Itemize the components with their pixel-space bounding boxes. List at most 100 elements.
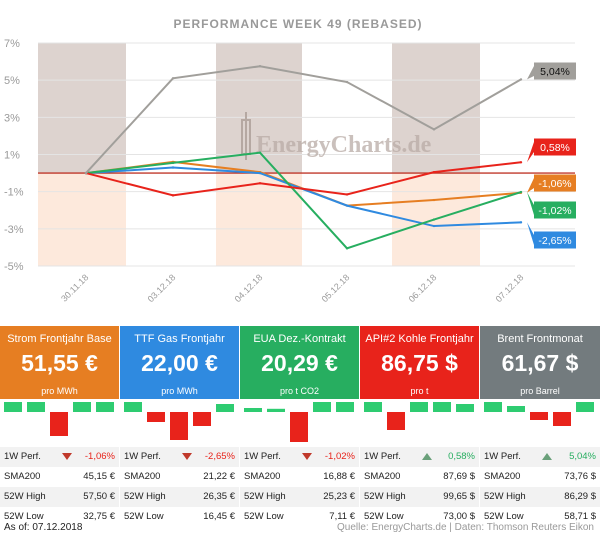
series-point-4-2 bbox=[258, 65, 262, 68]
stats-value: -1,06% bbox=[84, 451, 115, 462]
mini-bar bbox=[216, 404, 234, 412]
stats-label: SMA200 bbox=[4, 471, 41, 482]
stats-row: SMA200 73,76 $ bbox=[480, 467, 600, 487]
series-point-1-1 bbox=[171, 166, 175, 169]
mini-bar bbox=[387, 412, 405, 430]
price-tile: Strom Frontjahr Base 51,55 € pro MWh bbox=[0, 326, 119, 399]
end-label-box-1 bbox=[534, 231, 576, 249]
stats-label: 1W Perf. bbox=[124, 451, 161, 462]
series-point-4-5 bbox=[519, 78, 523, 81]
stats-row: 52W High 57,50 € bbox=[0, 487, 119, 507]
mini-bar bbox=[4, 402, 22, 412]
stats-value: 26,35 € bbox=[203, 491, 235, 502]
trend-up-icon bbox=[422, 453, 432, 460]
stats-row: 1W Perf. 0,58% bbox=[360, 447, 479, 467]
mini-bar bbox=[124, 402, 142, 412]
mini-bar-chart bbox=[124, 402, 234, 440]
tile-unit: pro Barrel bbox=[520, 386, 560, 396]
series-point-1-3 bbox=[345, 204, 349, 207]
stats-row: SMA200 21,22 € bbox=[120, 467, 239, 487]
mini-bar bbox=[530, 412, 548, 420]
mini-bar bbox=[433, 402, 451, 412]
stats-value: -1,02% bbox=[324, 451, 355, 462]
series-point-3-1 bbox=[171, 194, 175, 197]
end-label-1: -2,65% bbox=[538, 235, 571, 247]
price-tiles: Strom Frontjahr Base 51,55 € pro MWh TTF Ga… bbox=[0, 326, 600, 399]
mini-bar bbox=[193, 412, 211, 426]
tile-unit: pro MWh bbox=[161, 386, 198, 396]
end-label-0: -1,06% bbox=[538, 178, 571, 190]
y-tick-label: 5% bbox=[4, 75, 20, 87]
stats-label: 52W High bbox=[124, 491, 166, 502]
mini-bar bbox=[27, 402, 45, 412]
stats-value: 73,76 $ bbox=[564, 471, 596, 482]
mini-bar bbox=[147, 412, 165, 422]
tile-name: API#2 Kohle Frontjahr bbox=[365, 333, 474, 345]
stats-row: 52W High 26,35 € bbox=[120, 487, 239, 507]
end-label-pointer-0 bbox=[527, 178, 534, 193]
stats-row: 52W High 99,65 $ bbox=[360, 487, 479, 507]
mini-bar-chart bbox=[244, 402, 354, 442]
series-point-2-4 bbox=[432, 218, 436, 221]
x-tick-label: 05.12.18 bbox=[320, 272, 352, 304]
end-label-pointer-2 bbox=[527, 192, 534, 215]
mini-bar bbox=[456, 404, 474, 412]
end-label-box-0 bbox=[534, 174, 576, 192]
series-point-1-2 bbox=[258, 171, 262, 175]
mini-bar bbox=[410, 402, 428, 412]
end-label-4: 5,04% bbox=[540, 66, 570, 78]
stats-label: 52W High bbox=[364, 491, 406, 502]
stats-row: 52W High 25,23 € bbox=[240, 487, 359, 507]
tile-name: Strom Frontjahr Base bbox=[7, 333, 112, 345]
series-point-1-5 bbox=[519, 221, 523, 224]
stats-value: 45,15 € bbox=[83, 471, 115, 482]
stats-row: 1W Perf. -2,65% bbox=[120, 447, 239, 467]
band-lower-0 bbox=[38, 173, 126, 266]
stats-label: 1W Perf. bbox=[484, 451, 521, 462]
stats-label: 52W High bbox=[244, 491, 286, 502]
stats-value: 87,69 $ bbox=[443, 471, 475, 482]
stats-label: 52W Low bbox=[4, 511, 44, 522]
y-tick-label: -3% bbox=[4, 224, 24, 236]
mini-bar bbox=[267, 408, 285, 412]
x-tick-label: 30.11.18 bbox=[59, 272, 90, 303]
mini-bar bbox=[170, 412, 188, 440]
price-tile: Brent Frontmonat 61,67 $ pro Barrel bbox=[480, 326, 600, 399]
series-point-4-1 bbox=[171, 77, 175, 80]
series-point-3-2 bbox=[258, 182, 262, 185]
stats-value: 16,88 € bbox=[323, 471, 355, 482]
stats-label: SMA200 bbox=[484, 471, 521, 482]
chart-title: PERFORMANCE WEEK 49 (REBASED) bbox=[173, 17, 422, 31]
tile-price: 86,75 $ bbox=[381, 350, 458, 376]
series-line-3 bbox=[85, 161, 522, 197]
end-label-box-3 bbox=[534, 138, 576, 156]
end-label-box-2 bbox=[534, 201, 576, 219]
tile-price: 22,00 € bbox=[141, 350, 218, 376]
price-tile: EUA Dez.-Kontrakt 20,29 € pro t CO2 bbox=[240, 326, 359, 399]
stats-table: 1W Perf. 5,04% SMA200 73,76 $ 52W High 86,29 … bbox=[480, 447, 600, 527]
stats-value: 16,45 € bbox=[203, 511, 235, 522]
stats-value: 7,11 € bbox=[329, 511, 355, 522]
tile-price: 20,29 € bbox=[261, 350, 338, 376]
tile-name: Brent Frontmonat bbox=[497, 333, 583, 345]
end-label-pointer-1 bbox=[527, 222, 534, 245]
stats-value: 21,22 € bbox=[203, 471, 235, 482]
band-upper-1 bbox=[216, 43, 302, 174]
stats-table: 1W Perf. -1,02% SMA200 16,88 € 52W High 25,23… bbox=[240, 447, 359, 527]
tile-name: TTF Gas Frontjahr bbox=[134, 333, 225, 345]
tile-unit: pro t bbox=[410, 386, 429, 396]
band-upper-2 bbox=[392, 43, 480, 174]
y-tick-label: -5% bbox=[4, 261, 24, 273]
stats-row: 52W High 86,29 $ bbox=[480, 487, 600, 507]
y-tick-label: 7% bbox=[4, 38, 20, 50]
y-tick-label: 3% bbox=[4, 112, 20, 124]
source-note: Quelle: EnergyCharts.de | Daten: Thomson… bbox=[337, 522, 594, 533]
stats-label: SMA200 bbox=[124, 471, 161, 482]
stats-value: -2,65% bbox=[204, 451, 235, 462]
series-line-2 bbox=[85, 151, 522, 250]
mini-bar bbox=[50, 412, 68, 436]
mini-bar bbox=[73, 402, 91, 412]
stats-row: SMA200 45,15 € bbox=[0, 467, 119, 487]
stats-row: 52W Low 58,71 $ bbox=[480, 507, 600, 527]
as-of-date: As of: 07.12.2018 bbox=[4, 522, 83, 533]
